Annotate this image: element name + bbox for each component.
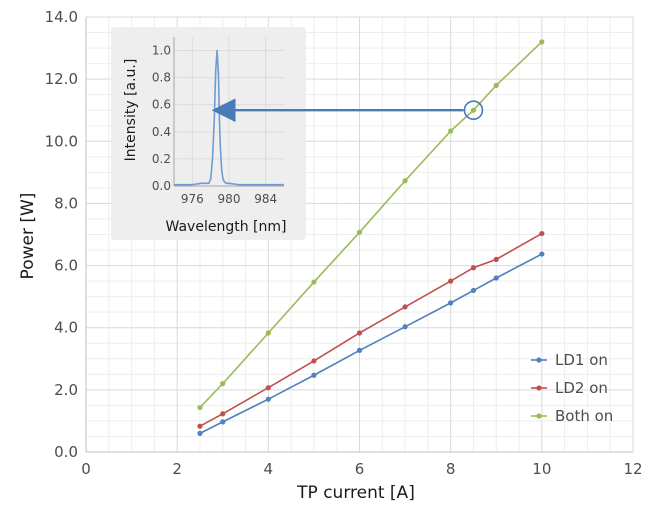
main-axes xyxy=(85,17,633,453)
y-tick-label: 14.0 xyxy=(45,8,78,26)
series-line-both-on xyxy=(199,41,543,409)
x-tick-label: 2 xyxy=(172,460,182,478)
inset-x-tick-label: 980 xyxy=(218,192,241,206)
legend: LD1 on LD2 on Both on xyxy=(531,351,613,425)
data-point xyxy=(470,107,477,113)
data-point xyxy=(448,300,454,306)
data-point xyxy=(220,419,226,425)
legend-label: LD2 on xyxy=(555,379,608,397)
data-point xyxy=(470,265,477,271)
y-tick-label: 10.0 xyxy=(45,132,78,150)
y-tick-label: 2.0 xyxy=(54,381,78,399)
inset-y-tick-label: 0.8 xyxy=(152,71,171,85)
main-tick-labels: 0 2 4 6 8 10 12 0.0 2.0 4.0 6.0 8.0 10.0 12.0 14.0 xyxy=(45,8,643,478)
data-point xyxy=(402,324,408,330)
data-point xyxy=(197,404,203,411)
series-line-ld1-on xyxy=(199,253,543,435)
x-tick-label: 8 xyxy=(446,460,456,478)
data-point xyxy=(220,381,226,387)
inset-background xyxy=(111,27,306,240)
inset-y-tick-label: 0.6 xyxy=(152,98,171,112)
data-point xyxy=(356,229,363,235)
y-tick-label: 0.0 xyxy=(54,443,78,461)
data-point xyxy=(402,304,408,310)
legend-label: Both on xyxy=(555,407,613,425)
y-tick-label: 12.0 xyxy=(45,70,78,88)
data-point xyxy=(220,411,226,417)
x-tick-label: 4 xyxy=(264,460,274,478)
data-point xyxy=(493,256,499,262)
data-point xyxy=(402,178,408,184)
inset-spectrum-line xyxy=(174,49,284,186)
data-point xyxy=(311,279,317,285)
x-tick-label: 10 xyxy=(532,460,551,478)
y-tick-label: 6.0 xyxy=(54,257,78,275)
x-axis-title: TP current [A] xyxy=(296,483,415,503)
x-tick-label: 6 xyxy=(355,460,365,478)
inset-y-tick-label: 0.4 xyxy=(152,125,171,139)
y-tick-label: 4.0 xyxy=(54,319,78,337)
data-point xyxy=(265,385,271,391)
data-point xyxy=(311,372,317,378)
data-point xyxy=(470,287,477,294)
inset-y-tick-label: 0.2 xyxy=(152,152,171,166)
data-point xyxy=(265,330,271,336)
series-line-ld2-on xyxy=(199,232,543,427)
data-point xyxy=(448,278,454,284)
inset-x-tick-label: 984 xyxy=(254,192,277,206)
data-point xyxy=(539,251,545,257)
inset-series xyxy=(174,49,284,186)
annotation xyxy=(211,98,484,123)
main-series xyxy=(197,39,545,436)
data-point xyxy=(197,430,203,436)
data-point xyxy=(356,347,363,353)
legend-label: LD1 on xyxy=(555,351,608,369)
legend-swatch-marker xyxy=(536,385,542,391)
y-tick-label: 8.0 xyxy=(54,194,78,212)
inset-axes xyxy=(173,37,284,187)
inset-x-tick-label: 976 xyxy=(181,192,204,206)
data-point xyxy=(311,358,317,364)
legend-swatch-marker xyxy=(536,357,542,363)
data-point xyxy=(493,275,499,281)
legend-swatch-marker xyxy=(536,413,542,419)
highlight-circle xyxy=(463,100,484,121)
data-point xyxy=(197,423,203,429)
data-point xyxy=(356,330,363,336)
inset-panel: 976 980 984 0.0 0.2 0.4 0.6 0.8 1.0 Wavelength [… xyxy=(111,27,306,240)
inset-tick-labels: 976 980 984 0.0 0.2 0.4 0.6 0.8 1.0 xyxy=(152,44,277,206)
inset-y-tick-label: 0.0 xyxy=(152,179,171,193)
data-point xyxy=(539,39,545,45)
data-point xyxy=(493,82,499,88)
data-point xyxy=(448,128,454,134)
x-tick-label: 12 xyxy=(623,460,642,478)
inset-x-axis-title: Wavelength [nm] xyxy=(166,219,287,235)
inset-y-axis-title: Intensity [a.u.] xyxy=(123,59,139,162)
data-point xyxy=(265,396,271,402)
inset-y-tick-label: 1.0 xyxy=(152,44,171,58)
y-axis-title: Power [W] xyxy=(18,193,38,280)
x-tick-label: 0 xyxy=(81,460,91,478)
data-point xyxy=(539,230,545,237)
